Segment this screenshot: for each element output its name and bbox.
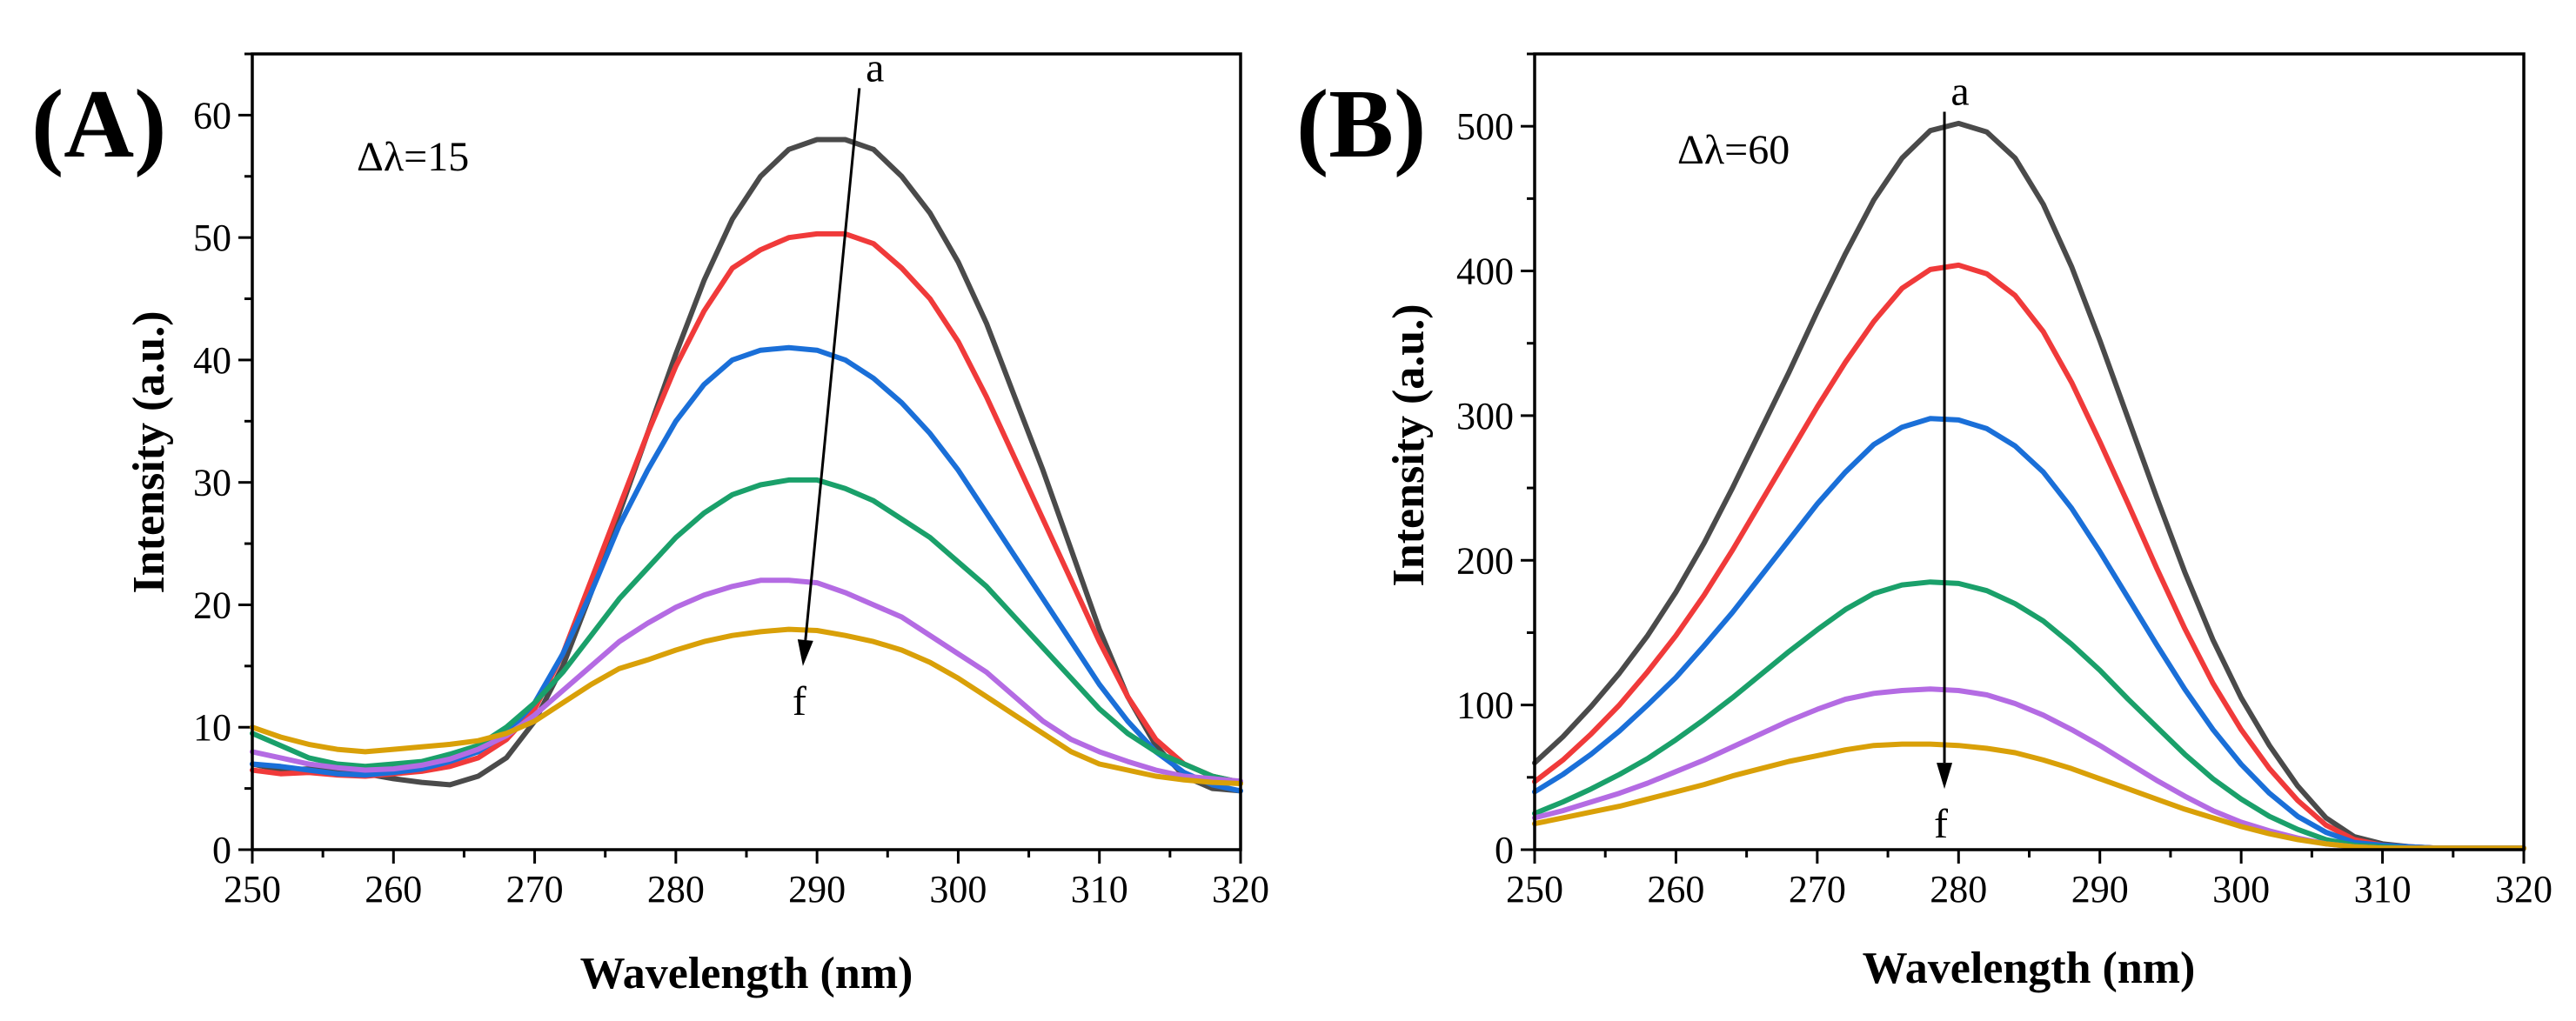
- chart-a-y-tick-label: 20: [193, 584, 231, 626]
- chart-a-ticks: 250 260 270 280 290 300 310 320 0 10 20 30 40 50 60: [193, 52, 1269, 911]
- chart-a-x-tick-label: 300: [929, 868, 987, 911]
- chart-a-series-f: [250, 626, 1243, 786]
- chart-a-series-c: [250, 344, 1243, 794]
- chart-a-series-a: [250, 137, 1243, 794]
- chart-b-series-c: [1532, 416, 2526, 851]
- chart-a-y-tick-label: 60: [193, 94, 231, 137]
- chart-b-y-tick-label: 400: [1456, 250, 1514, 293]
- chart-b-x-tick-label: 250: [1506, 868, 1563, 911]
- chart-b-series-e: [1532, 686, 2526, 851]
- chart-a-annotation: Δλ=15: [357, 134, 469, 180]
- chart-a-y-tick-label: 0: [212, 829, 231, 871]
- chart-b-y-tick-label: 0: [1495, 829, 1514, 871]
- chart-b-x-tick-label: 320: [2495, 868, 2553, 911]
- chart-b-series-b: [1532, 262, 2526, 851]
- chart-a-x-tick-label: 270: [506, 868, 564, 911]
- chart-a-plot-frame: [251, 52, 1242, 851]
- chart-b-series-f: [1532, 741, 2526, 851]
- chart-a-y-tick-label: 10: [193, 706, 231, 749]
- chart-a-panel-label: (A): [31, 70, 166, 178]
- chart-b-plot-frame: [1533, 52, 2526, 851]
- chart-a-x-axis-title: Wavelength (nm): [580, 949, 913, 998]
- chart-b-y-tick-label: 100: [1456, 684, 1514, 727]
- chart-a-arrow: [797, 88, 861, 666]
- chart-b-annotation: Δλ=60: [1677, 127, 1790, 173]
- chart-a-x-tick-label: 320: [1212, 868, 1269, 911]
- chart-a-series-e: [250, 577, 1243, 784]
- chart-a-series: [250, 137, 1243, 794]
- chart-b-arrow-head: [1937, 763, 1953, 790]
- chart-b-ticks: 250 260 270 280 290 300 310 320 0 100 200 300 400 500: [1456, 52, 2553, 911]
- chart-b: (B) 250 260 270 280 290 300 310 320 0 100 200 300 40…: [1296, 52, 2553, 993]
- chart-b-arrow-start-label: a: [1950, 69, 1969, 115]
- chart-b-series-a: [1532, 120, 2526, 851]
- chart-a-x-tick-label: 280: [647, 868, 705, 911]
- chart-a-y-tick-label: 30: [193, 462, 231, 504]
- chart-b-y-tick-label: 300: [1456, 395, 1514, 437]
- chart-a-x-tick-label: 310: [1071, 868, 1128, 911]
- chart-b-y-tick-label: 500: [1456, 105, 1514, 148]
- chart-b-x-axis-title: Wavelength (nm): [1863, 944, 2196, 993]
- chart-a-x-tick-label: 260: [365, 868, 422, 911]
- chart-a-arrow-head: [797, 639, 813, 666]
- chart-a-y-tick-label: 40: [193, 339, 231, 382]
- chart-a-arrow-start-label: a: [866, 44, 884, 90]
- chart-a-x-tick-label: 290: [788, 868, 846, 911]
- chart-b-x-tick-label: 270: [1789, 868, 1846, 911]
- chart-b-x-tick-label: 290: [2071, 868, 2129, 911]
- chart-b-x-tick-label: 260: [1647, 868, 1704, 911]
- chart-a-arrow-line: [804, 88, 861, 641]
- chart-a-y-axis-title: Intensity (a.u.): [124, 310, 174, 593]
- chart-b-arrow: [1937, 111, 1953, 790]
- chart-b-y-tick-label: 200: [1456, 539, 1514, 582]
- chart-a: (A) 250 260 270 280 290 300 310 320 0 10 20 30 40 50 6…: [31, 44, 1269, 998]
- chart-b-panel-label: (B): [1296, 70, 1426, 178]
- chart-b-arrow-end-label: f: [1934, 801, 1948, 847]
- chart-a-y-tick-label: 50: [193, 217, 231, 259]
- chart-a-arrow-end-label: f: [793, 678, 806, 724]
- chart-b-x-tick-label: 300: [2212, 868, 2270, 911]
- chart-a-series-d: [250, 477, 1243, 785]
- chart-b-x-tick-label: 280: [1930, 868, 1987, 911]
- chart-b-x-tick-label: 310: [2354, 868, 2412, 911]
- chart-b-y-axis-title: Intensity (a.u.): [1384, 304, 1434, 586]
- chart-b-series: [1532, 120, 2526, 851]
- chart-a-x-tick-label: 250: [224, 868, 281, 911]
